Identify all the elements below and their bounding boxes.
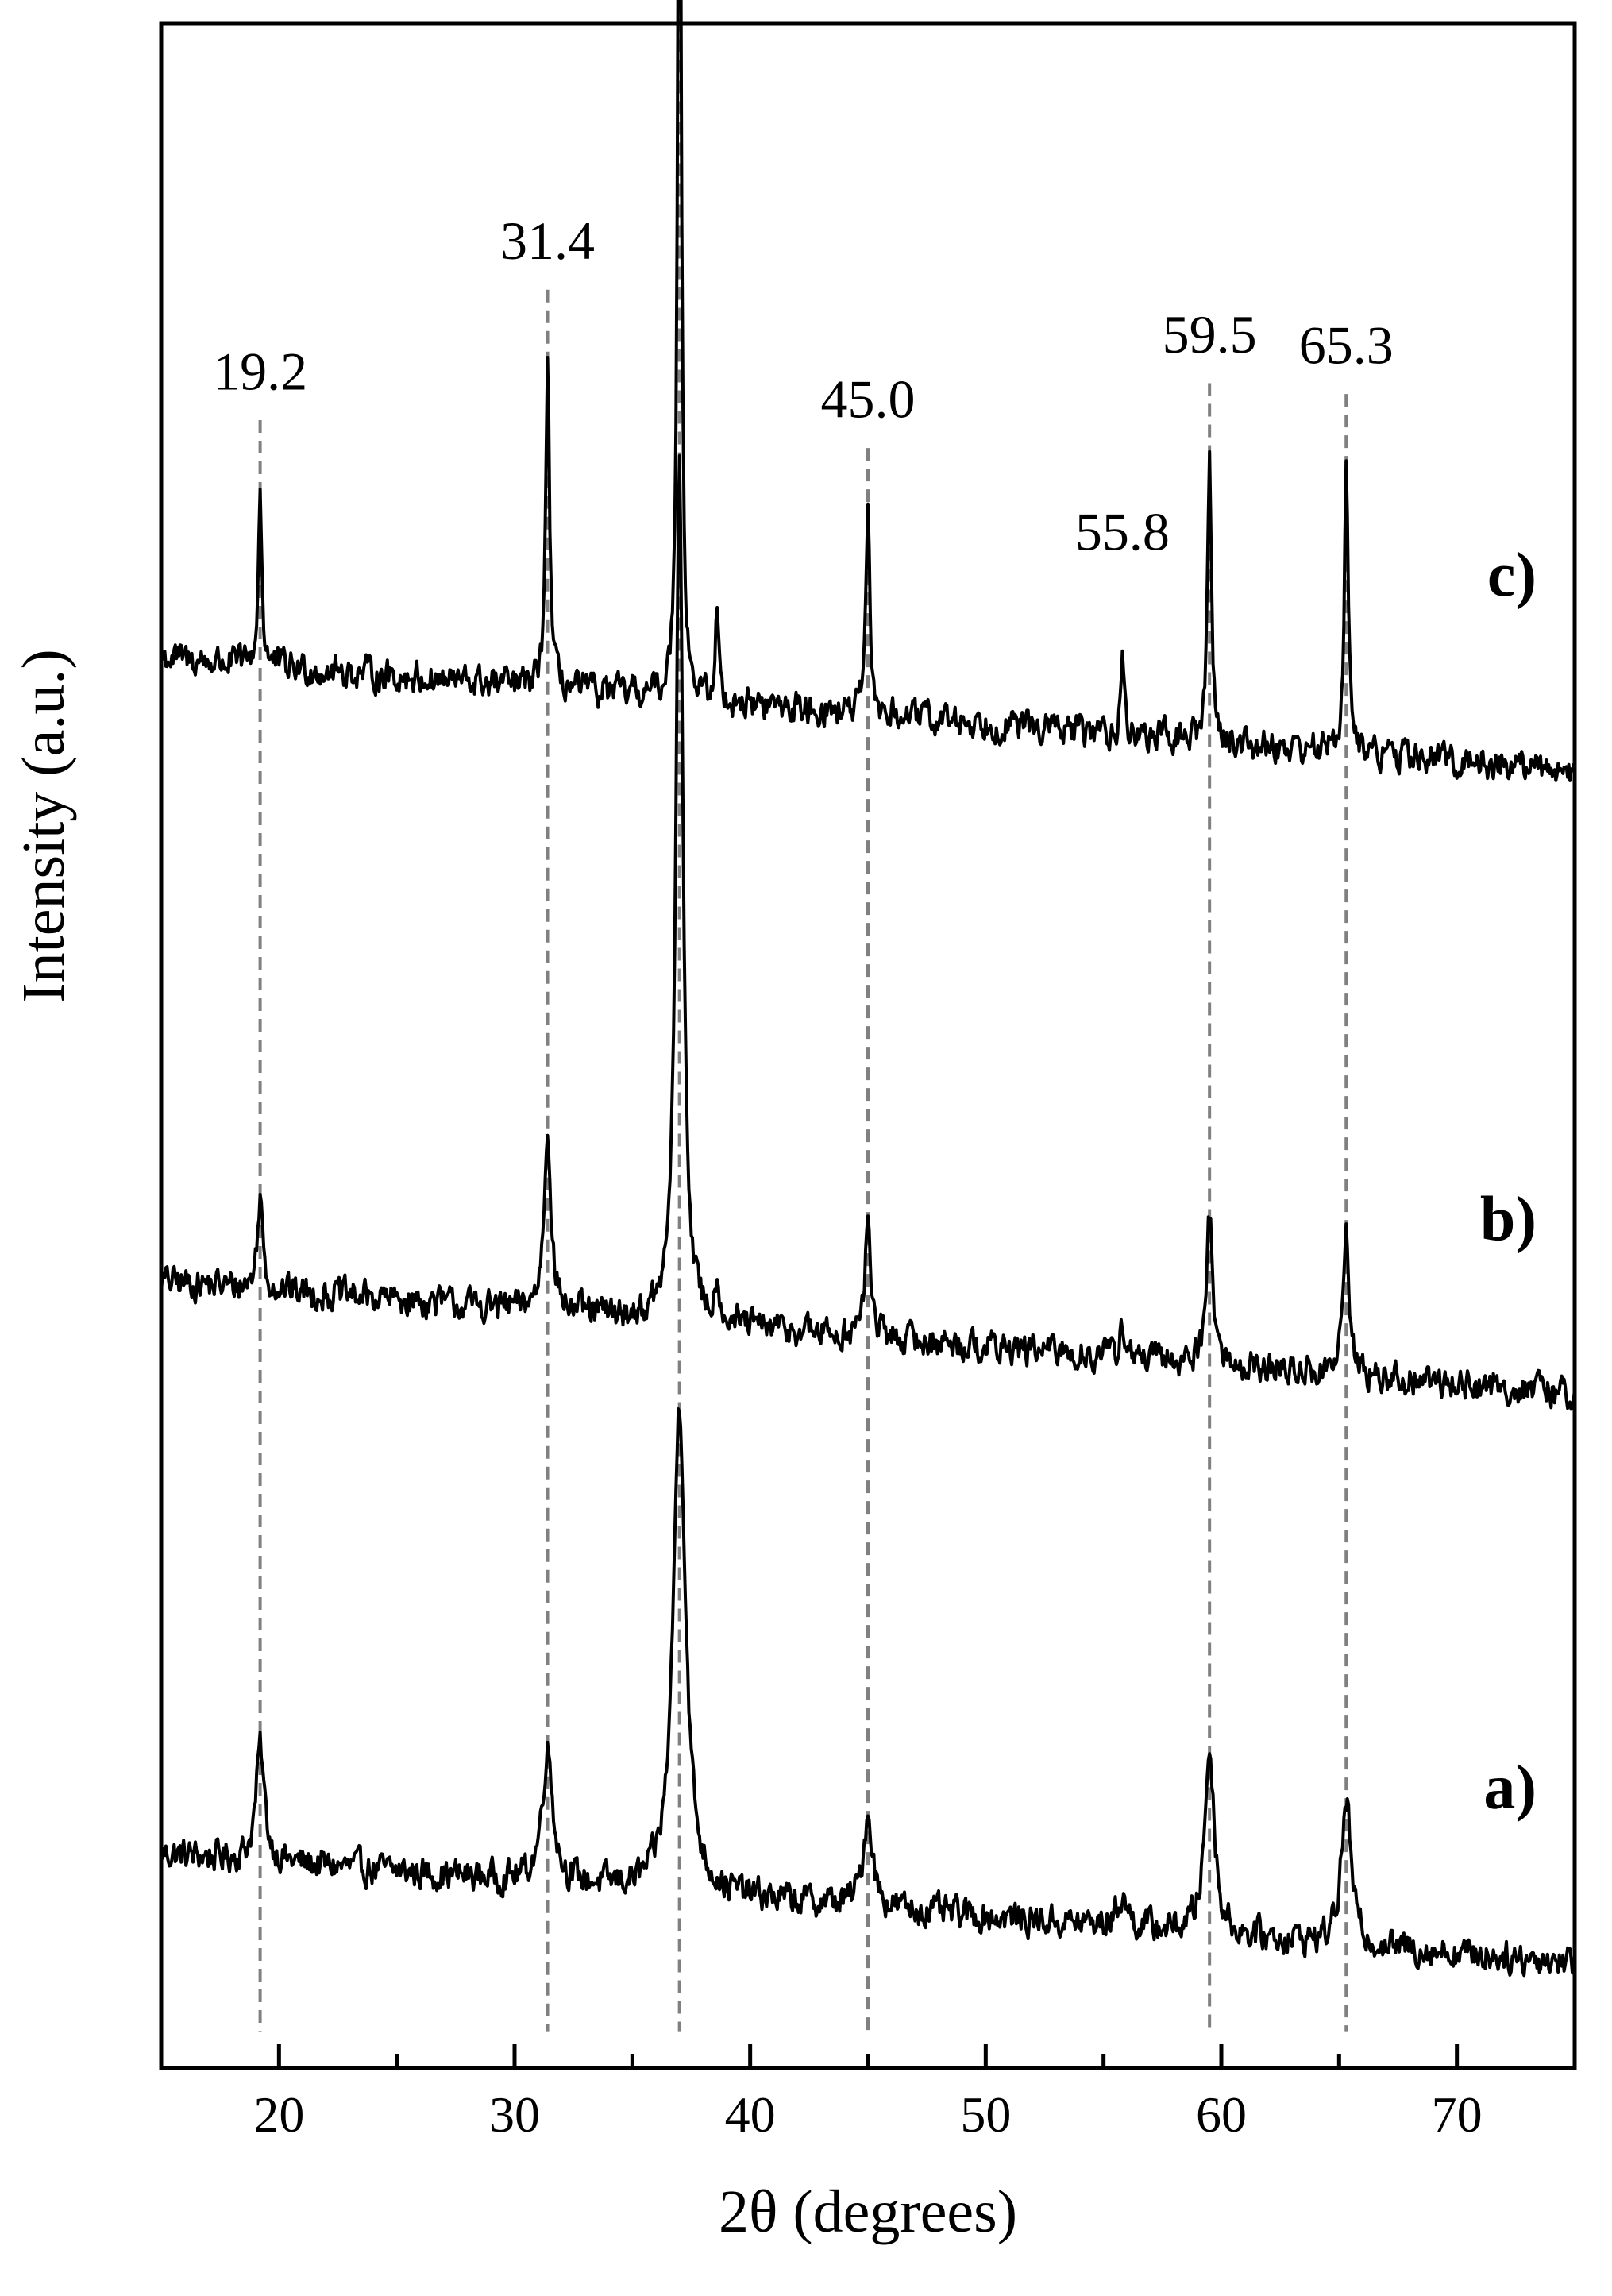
- x-axis-label: 2θ (degrees): [719, 2178, 1017, 2245]
- series-label: b): [1480, 1185, 1537, 1255]
- x-axis-tick-labels: 20 30 40 50 60 70: [253, 2086, 1482, 2143]
- series-label: a): [1483, 1753, 1537, 1823]
- series-lines: [160, 0, 1576, 1978]
- peak-label: 59.5: [1163, 304, 1257, 365]
- series-line-c: [160, 0, 1576, 782]
- x-tick-label: 50: [960, 2086, 1011, 2143]
- peak-label: 31.4: [500, 210, 595, 271]
- series-line-b: [160, 453, 1576, 1411]
- x-tick-label: 40: [725, 2086, 776, 2143]
- x-tick-label: 20: [253, 2086, 304, 2143]
- x-tick-label: 30: [489, 2086, 540, 2143]
- series-label: c): [1487, 541, 1537, 611]
- peak-label: 65.3: [1299, 315, 1394, 376]
- x-tick-label: 70: [1432, 2086, 1483, 2143]
- x-axis-ticks: [276, 2044, 1460, 2068]
- series-labels: a) b) c): [1480, 541, 1537, 1823]
- y-axis-label: Intensity (a.u.): [10, 649, 77, 1002]
- x-tick-label: 60: [1196, 2086, 1247, 2143]
- peak-labels: 19.231.437.045.055.859.565.3: [213, 210, 1394, 562]
- peak-label: 55.8: [1075, 502, 1170, 562]
- series-line-a: [160, 1407, 1576, 1978]
- peak-label: 45.0: [821, 369, 916, 429]
- peak-label: 19.2: [213, 341, 307, 401]
